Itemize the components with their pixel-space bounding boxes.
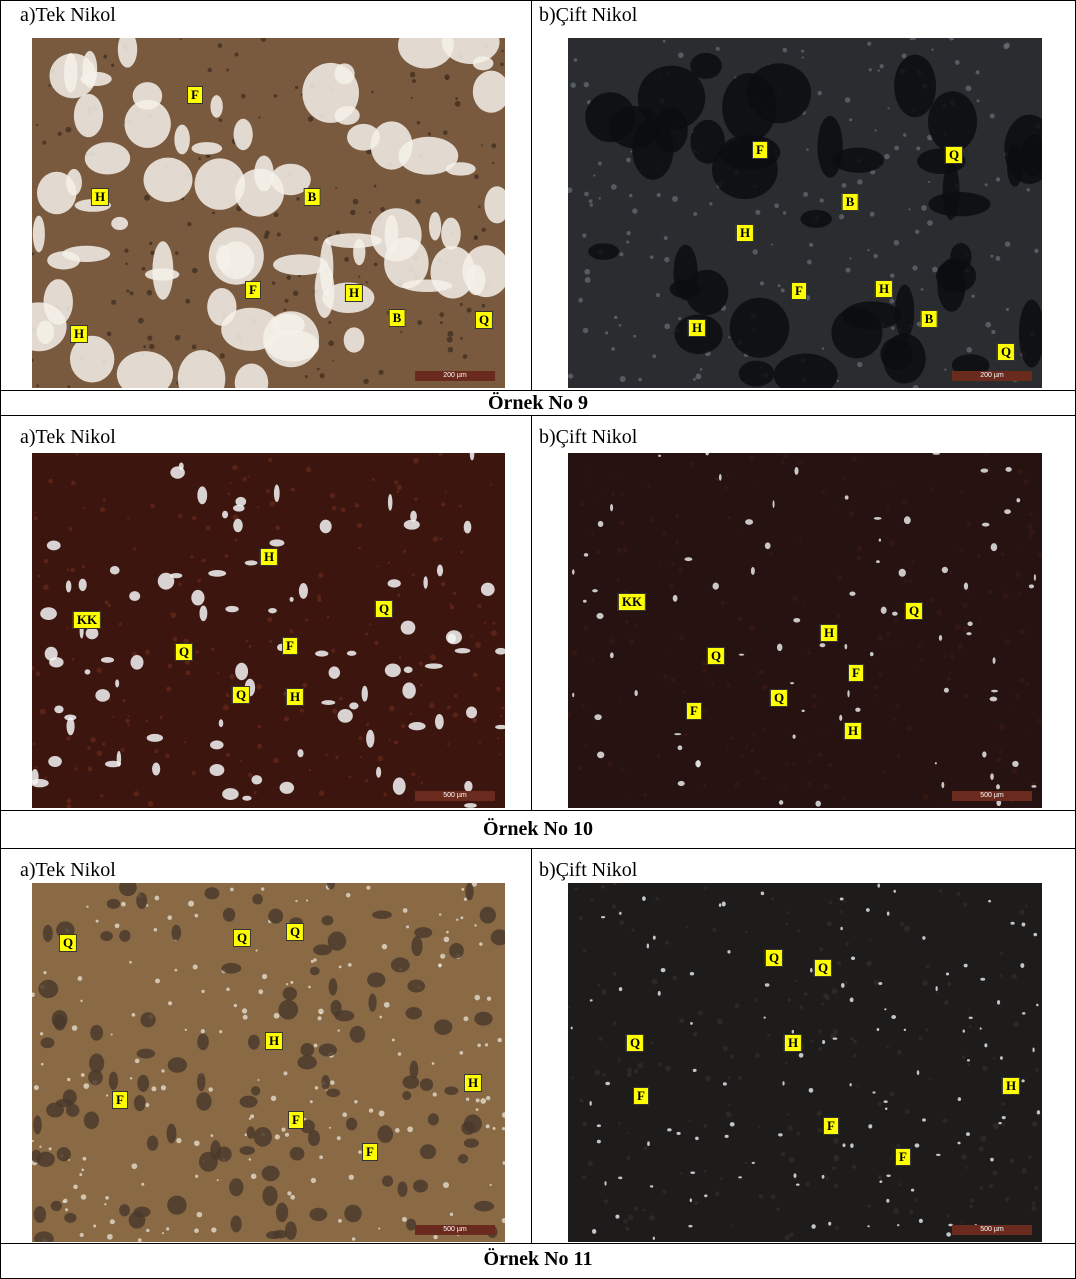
table-border: [0, 415, 1076, 416]
mineral-label: B: [921, 310, 938, 328]
mineral-label: H: [875, 280, 893, 298]
mineral-label: B: [389, 309, 406, 327]
mineral-label: Q: [375, 600, 393, 618]
scale-bar: 500 µm: [415, 791, 495, 801]
mineral-label: F: [288, 1111, 304, 1129]
table-border: [531, 415, 532, 810]
mineral-label: Q: [997, 343, 1015, 361]
mineral-label: F: [686, 702, 702, 720]
mineral-label: H: [91, 188, 109, 206]
table-border: [0, 1243, 1076, 1244]
micrograph-texture: [32, 883, 505, 1242]
micrograph: [32, 38, 505, 388]
table-border: [531, 0, 532, 390]
micrograph: [568, 38, 1042, 388]
sample-caption: Örnek No 11: [0, 1248, 1076, 1270]
mineral-label: F: [848, 664, 864, 682]
sample-caption: Örnek No 9: [0, 392, 1076, 414]
panel-heading: a)Tek Nikol: [20, 859, 116, 881]
mineral-label: Q: [626, 1034, 644, 1052]
table-border: [0, 0, 1, 1279]
mineral-label: B: [304, 188, 321, 206]
mineral-label: F: [112, 1091, 128, 1109]
mineral-label: H: [820, 624, 838, 642]
mineral-label: F: [791, 282, 807, 300]
micrograph: [568, 453, 1042, 808]
mineral-label: H: [260, 548, 278, 566]
page: a)Tek Nikol F H B F H B Q H 200 µm b)Çift Nikol F Q B…: [0, 0, 1076, 1279]
mineral-label: KK: [73, 611, 101, 629]
scale-bar: 500 µm: [952, 791, 1032, 801]
micrograph: [32, 883, 505, 1242]
mineral-label: Q: [707, 647, 725, 665]
table-border: [531, 848, 532, 1243]
micrograph: [568, 883, 1042, 1242]
mineral-label: H: [784, 1034, 802, 1052]
panel-heading: a)Tek Nikol: [20, 4, 116, 26]
mineral-label: H: [844, 722, 862, 740]
micrograph-texture: [32, 38, 505, 388]
mineral-label: H: [70, 325, 88, 343]
mineral-label: Q: [905, 602, 923, 620]
mineral-label: B: [842, 193, 859, 211]
micrograph-texture: [568, 453, 1042, 808]
mineral-label: F: [895, 1148, 911, 1166]
mineral-label: H: [345, 284, 363, 302]
mineral-label: H: [265, 1032, 283, 1050]
mineral-label: F: [245, 281, 261, 299]
mineral-label: Q: [232, 686, 250, 704]
mineral-label: F: [282, 637, 298, 655]
scale-bar: 500 µm: [952, 1225, 1032, 1235]
table-border: [0, 390, 1076, 391]
mineral-label: Q: [175, 643, 193, 661]
mineral-label: Q: [59, 934, 77, 952]
mineral-label: F: [187, 86, 203, 104]
mineral-label: Q: [770, 689, 788, 707]
mineral-label: F: [362, 1143, 378, 1161]
scale-bar: 500 µm: [415, 1225, 495, 1235]
mineral-label: H: [736, 224, 754, 242]
mineral-label: H: [464, 1074, 482, 1092]
mineral-label: Q: [475, 311, 493, 329]
scale-bar: 200 µm: [415, 371, 495, 381]
mineral-label: F: [823, 1117, 839, 1135]
mineral-label: Q: [233, 929, 251, 947]
scale-bar: 200 µm: [952, 371, 1032, 381]
micrograph-texture: [568, 38, 1042, 388]
mineral-label: F: [752, 141, 768, 159]
mineral-label: H: [286, 688, 304, 706]
mineral-label: F: [633, 1087, 649, 1105]
table-border: [0, 810, 1076, 811]
mineral-label: KK: [618, 593, 646, 611]
sample-caption: Örnek No 10: [0, 818, 1076, 840]
mineral-label: Q: [945, 146, 963, 164]
table-border: [0, 0, 1076, 1]
mineral-label: Q: [765, 949, 783, 967]
panel-heading: a)Tek Nikol: [20, 426, 116, 448]
panel-heading: b)Çift Nikol: [539, 4, 637, 26]
mineral-label: Q: [814, 959, 832, 977]
mineral-label: Q: [286, 923, 304, 941]
micrograph: [32, 453, 505, 808]
table-border: [0, 848, 1076, 849]
mineral-label: H: [688, 319, 706, 337]
micrograph-texture: [32, 453, 505, 808]
micrograph-texture: [568, 883, 1042, 1242]
mineral-label: H: [1002, 1077, 1020, 1095]
panel-heading: b)Çift Nikol: [539, 859, 637, 881]
panel-heading: b)Çift Nikol: [539, 426, 637, 448]
